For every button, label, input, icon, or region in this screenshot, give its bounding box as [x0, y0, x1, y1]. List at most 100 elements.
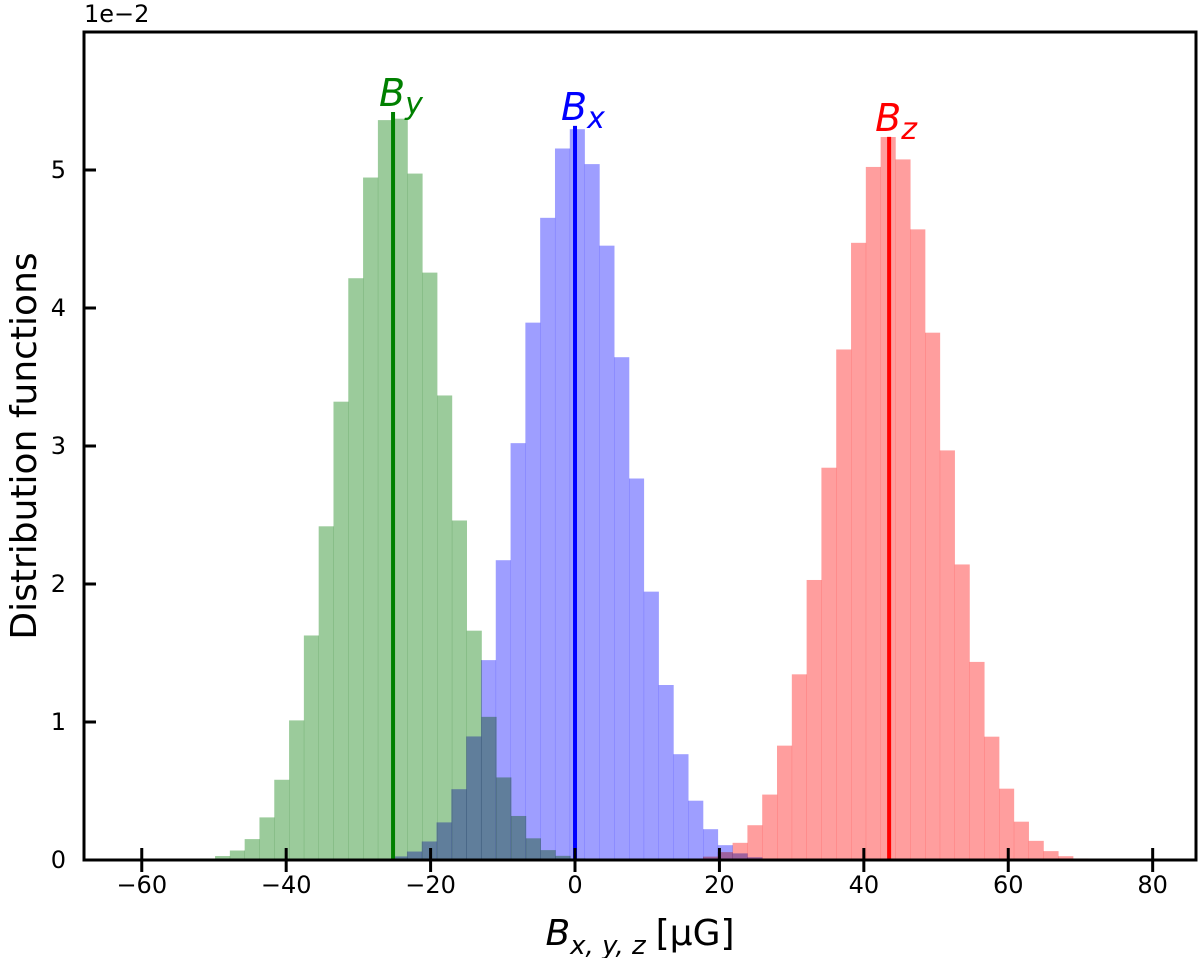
histogram-bar: [999, 788, 1015, 860]
y-tick-label: 2: [51, 570, 66, 598]
series-label-symbol: B: [875, 96, 901, 140]
x-tick-label: −60: [116, 871, 167, 899]
histogram-bar: [318, 526, 334, 860]
histogram-bar: [658, 685, 674, 860]
y-axis-ticks: 0 1 2 3 4 5: [51, 156, 96, 874]
histogram-bar: [554, 148, 571, 860]
histogram-bar: [703, 829, 719, 860]
series-x-bars: [377, 129, 763, 861]
series-label-subscript: x: [586, 101, 605, 136]
histogram-bar: [747, 825, 763, 860]
x-tick-label: −20: [405, 871, 456, 899]
y-axis-label: Distribution functions: [4, 252, 45, 639]
histogram-bar: [954, 564, 970, 860]
histogram-bar: [244, 839, 260, 860]
histogram-bar: [703, 856, 719, 860]
histogram-bar: [643, 591, 659, 860]
histogram-bar: [599, 245, 615, 860]
histogram-bar: [229, 850, 245, 860]
histogram-bar: [732, 842, 748, 860]
histogram-bar: [1043, 851, 1059, 860]
histogram-bar: [1058, 856, 1074, 860]
series-labels: By Bx Bz: [379, 71, 918, 147]
series-label-subscript: y: [404, 87, 424, 122]
histogram-bar: [406, 851, 423, 860]
x-tick-label: 40: [849, 871, 880, 899]
histogram-bar: [480, 660, 497, 860]
histogram-bar: [762, 794, 778, 860]
histogram-bar: [865, 166, 881, 860]
histogram-bar: [910, 229, 926, 860]
histogram-bar: [836, 349, 852, 860]
histogram-bar: [466, 736, 482, 860]
x-tick-label: 60: [993, 871, 1024, 899]
series-label-symbol: B: [379, 71, 405, 115]
histogram-bar: [215, 856, 231, 860]
histogram-bar: [673, 754, 689, 860]
y-tick-label: 3: [51, 432, 66, 460]
histogram-bar: [348, 278, 364, 861]
histogram-bar: [333, 401, 349, 860]
histogram-bar: [1028, 840, 1044, 860]
series-z-label: Bz: [875, 96, 918, 147]
histogram-bar: [688, 800, 704, 860]
histogram-bar: [628, 478, 645, 860]
histogram-bar: [495, 560, 511, 860]
x-tick-label: 20: [704, 871, 735, 899]
histogram-bars: [200, 118, 1089, 861]
histogram-bar: [895, 159, 911, 861]
histogram-bar: [289, 720, 305, 860]
histogram-bar: [437, 395, 453, 860]
histogram-bar: [392, 856, 408, 860]
series-y-label: By: [379, 71, 424, 122]
histogram-bar: [806, 579, 822, 860]
histogram-bar: [777, 745, 793, 860]
series-z-bars: [703, 137, 1089, 861]
y-tick-label: 5: [51, 156, 66, 184]
x-axis-label: Bx, y, z [μG]: [545, 913, 734, 958]
histogram-bar: [451, 789, 467, 860]
x-axis-ticks: −60 −40 −20 0 20 40 60 80: [116, 848, 1168, 899]
histogram-bar: [525, 322, 541, 860]
series-label-symbol: B: [561, 85, 587, 129]
y-tick-label: 1: [51, 708, 66, 736]
histogram-bar: [540, 217, 556, 860]
histogram-bar: [407, 173, 423, 860]
histogram-bar: [717, 852, 733, 860]
x-axis-label-subscript: x, y, z: [569, 931, 647, 958]
histogram-bar: [791, 674, 807, 860]
series-y-bars: [200, 118, 586, 861]
x-tick-label: −40: [261, 871, 312, 899]
histogram-bar: [510, 443, 526, 860]
mean-lines: [391, 112, 892, 860]
histogram-bar: [363, 177, 379, 860]
x-tick-label: 0: [567, 871, 582, 899]
y-tick-label: 4: [51, 294, 66, 322]
histogram-bar: [569, 129, 585, 860]
histogram-bar: [821, 467, 837, 860]
x-axis-label-symbol: B: [545, 913, 570, 954]
histogram-bar: [259, 817, 275, 860]
histogram-bar: [969, 661, 985, 860]
histogram-bar: [614, 357, 630, 860]
histogram-bar: [1013, 821, 1029, 860]
histogram-bar: [436, 822, 452, 860]
y-tick-label: 0: [51, 846, 66, 874]
histogram-bar: [939, 450, 955, 860]
offset-label: 1e−2: [84, 0, 149, 28]
series-x-label: Bx: [561, 85, 605, 136]
histogram-bar: [584, 164, 600, 861]
histogram-bar: [303, 635, 319, 860]
histogram-bar: [422, 272, 438, 860]
histogram-bar: [392, 118, 408, 861]
histogram-bar: [451, 520, 467, 860]
histogram-bar: [851, 242, 867, 860]
series-label-subscript: z: [900, 112, 918, 147]
histogram-bar: [984, 736, 1000, 860]
x-tick-label: 80: [1137, 871, 1168, 899]
histogram-bar: [377, 120, 393, 861]
histogram-bar: [274, 779, 290, 860]
x-axis-label-unit: [μG]: [656, 913, 735, 954]
histogram-bar: [925, 332, 941, 860]
